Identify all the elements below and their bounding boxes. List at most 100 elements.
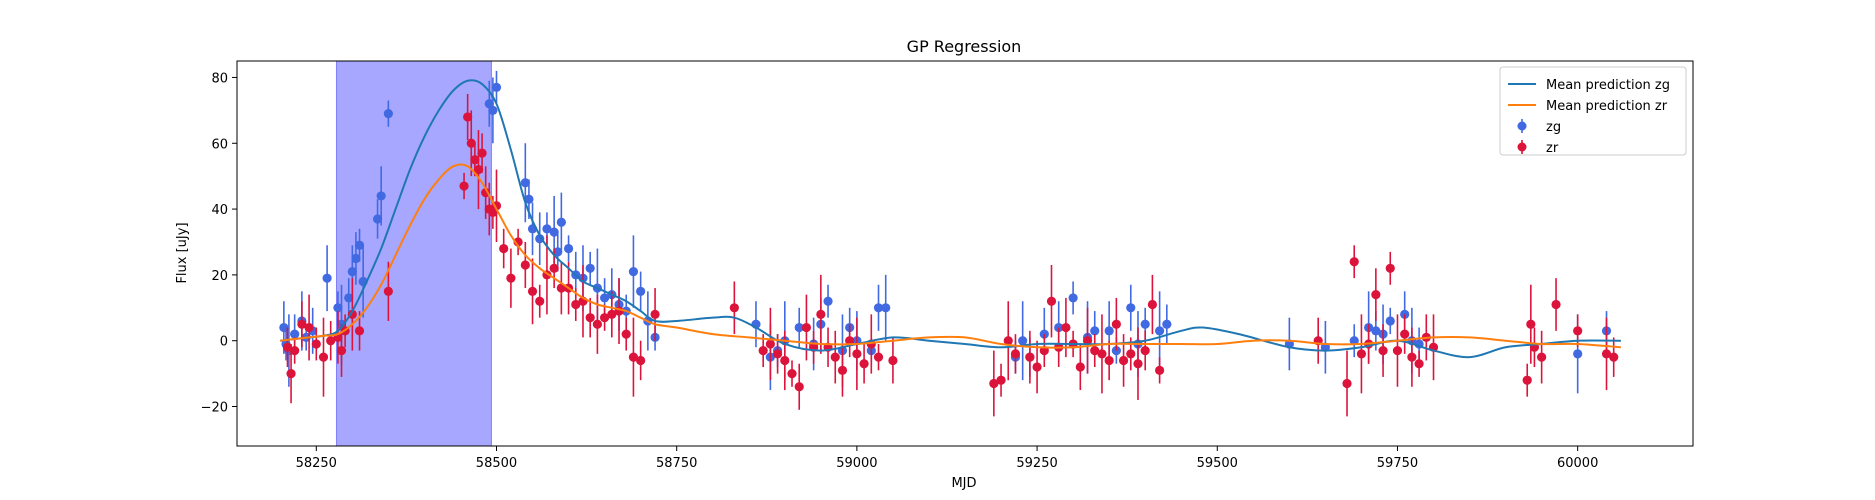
chart-title: GP Regression — [907, 37, 1022, 56]
zr-data-point — [758, 345, 768, 356]
legend-swatch-marker — [1517, 121, 1527, 131]
zg-data-point — [333, 303, 343, 313]
zr-data-point — [1356, 349, 1367, 359]
legend-label: zg — [1546, 120, 1561, 135]
zg-data-point — [628, 266, 639, 277]
zg-data-point — [600, 293, 610, 303]
zr-data-point — [466, 138, 476, 148]
y-axis-label: Flux [uJy] — [175, 222, 190, 283]
zg-data-point — [524, 194, 534, 204]
zg-data-point — [520, 178, 530, 188]
zr-data-point — [1537, 352, 1547, 362]
zg-data-point — [347, 266, 357, 277]
zg-data-point — [1140, 319, 1150, 329]
x-tick-label: 59750 — [1377, 456, 1418, 471]
zg-data-point — [1126, 303, 1136, 313]
zg-data-point — [873, 303, 884, 313]
zg-data-point — [322, 273, 332, 283]
zr-data-point — [1147, 299, 1158, 310]
zr-data-point — [729, 303, 739, 313]
x-tick-label: 59500 — [1197, 456, 1238, 471]
y-tick-label: 60 — [211, 137, 228, 152]
zr-data-point — [318, 352, 329, 362]
zr-data-point — [621, 329, 631, 339]
zr-data-point — [1342, 378, 1352, 389]
zr-data-point — [837, 365, 848, 375]
zr-data-point — [585, 313, 595, 323]
zg-data-point — [585, 263, 595, 273]
line-mean-prediction-zr — [280, 163, 1621, 349]
zg-data-point — [1068, 293, 1078, 303]
zr-data-point — [1032, 362, 1042, 372]
legend-label: Mean prediction zr — [1546, 99, 1668, 114]
zg-data-point — [351, 253, 361, 264]
zr-data-point — [607, 309, 617, 319]
zg-data-point — [542, 224, 552, 234]
zr-data-point — [989, 378, 999, 389]
zr-data-point — [1349, 257, 1359, 267]
zr-data-point — [506, 273, 516, 283]
zr-data-point — [1003, 336, 1013, 346]
x-tick-label: 58500 — [476, 456, 517, 471]
zr-data-point — [1133, 359, 1143, 369]
zr-data-point — [311, 339, 321, 349]
zr-data-point — [1111, 319, 1121, 329]
zr-data-point — [1061, 322, 1071, 333]
legend: Mean prediction zg Mean prediction zr zg zr — [1499, 66, 1687, 156]
zr-data-point — [888, 355, 898, 366]
zg-data-point — [549, 227, 559, 237]
zr-data-point — [772, 349, 783, 359]
zg-data-point — [1104, 326, 1114, 336]
zr-data-point — [1090, 345, 1100, 356]
zr-data-point — [1414, 359, 1424, 369]
zr-data-point — [527, 286, 538, 296]
zr-data-point — [1010, 349, 1021, 359]
plot-area — [279, 61, 1621, 446]
zr-data-point — [1118, 355, 1129, 366]
line-mean-prediction-zg — [280, 79, 1621, 359]
zr-data-point — [1522, 375, 1532, 385]
zr-data-point — [816, 309, 826, 319]
zg-data-point — [344, 293, 354, 303]
zg-data-point — [354, 240, 365, 250]
zr-data-point — [1378, 345, 1388, 356]
zg-data-point — [1090, 326, 1100, 336]
zg-data-point — [376, 191, 386, 201]
zr-data-point — [326, 336, 336, 346]
zg-data-point — [823, 296, 833, 306]
zr-data-point — [1025, 352, 1035, 362]
x-tick-label: 59250 — [1016, 456, 1057, 471]
zr-data-point — [600, 313, 610, 323]
zr-data-point — [845, 336, 855, 346]
zr-data-point — [297, 319, 307, 329]
zr-data-point — [1609, 352, 1619, 362]
zr-data-point — [592, 319, 602, 329]
zr-data-point — [801, 322, 812, 333]
x-tick-label: 60000 — [1557, 456, 1598, 471]
y-tick-label: 0 — [220, 335, 228, 350]
y-tick-label: −20 — [201, 401, 228, 416]
zr-data-point — [765, 339, 775, 349]
zr-data-point — [463, 112, 473, 122]
zr-data-point — [477, 148, 487, 158]
zg-data-point — [556, 217, 566, 227]
zr-data-point — [290, 345, 300, 356]
zr-data-point — [1126, 349, 1136, 359]
y-tick-label: 20 — [211, 269, 228, 284]
zr-data-point — [636, 355, 646, 366]
x-tick-label: 58750 — [656, 456, 697, 471]
zg-data-point — [881, 303, 891, 313]
zr-data-point — [1104, 355, 1114, 366]
zr-data-point — [354, 326, 365, 336]
axes: 58250 58500 58750 59000 59250 59500 59750 60000… — [201, 60, 1694, 471]
zr-data-point — [470, 155, 480, 165]
zr-data-point — [1400, 329, 1410, 339]
zr-data-point — [499, 243, 509, 254]
zg-data-point — [1155, 326, 1165, 336]
zr-data-point — [1140, 345, 1150, 356]
zg-data-point — [383, 109, 393, 119]
zr-data-point — [383, 286, 393, 296]
zr-data-point — [780, 355, 790, 366]
zr-data-point — [1385, 263, 1395, 273]
legend-box — [1499, 66, 1687, 156]
